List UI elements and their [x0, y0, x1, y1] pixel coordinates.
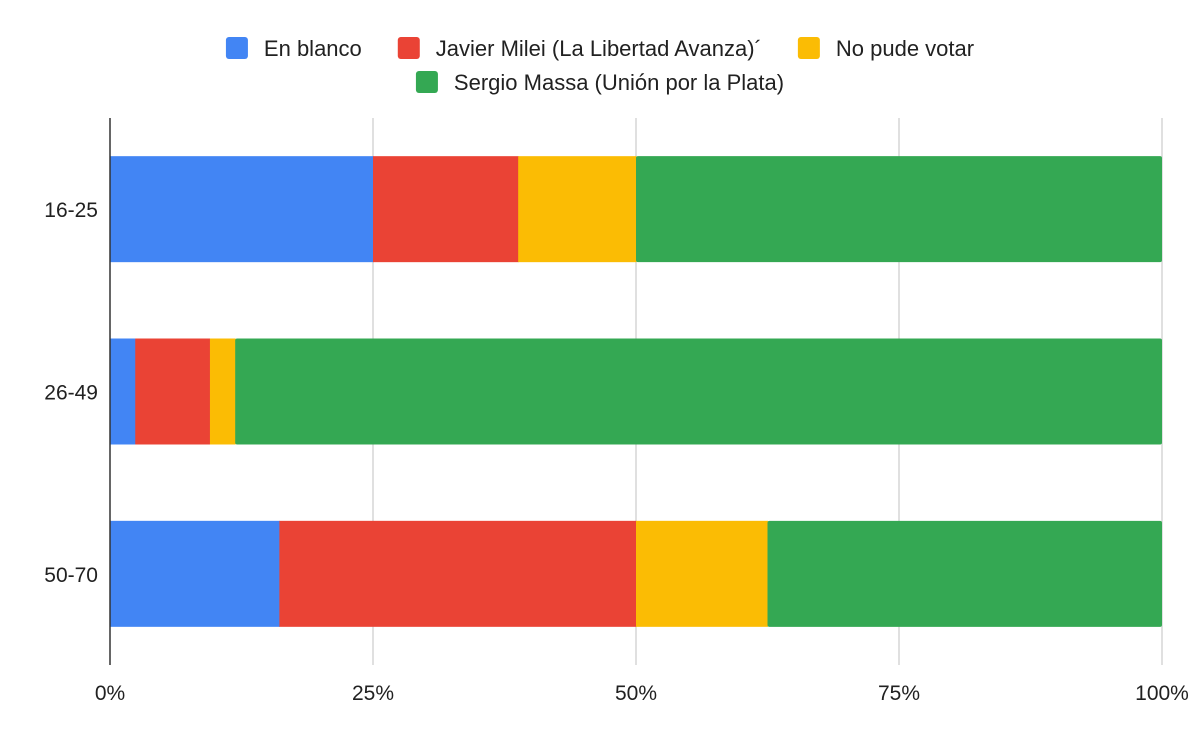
legend-label: Sergio Massa (Unión por la Plata): [454, 70, 784, 95]
bar-segment: [373, 156, 519, 263]
bar-segment: [518, 156, 637, 263]
legend-label: En blanco: [264, 36, 362, 61]
x-tick-label: 75%: [878, 682, 920, 705]
y-tick-label: 16-25: [44, 199, 98, 222]
bars: [110, 156, 1163, 627]
x-tick-labels: 0% 25% 50% 75% 100%: [95, 682, 1189, 705]
x-tick-label: 25%: [352, 682, 394, 705]
legend-swatch: [797, 37, 820, 59]
y-tick-label: 50-70: [44, 564, 98, 587]
bar-segment: [767, 520, 1162, 627]
bar-segment: [279, 520, 637, 627]
bar-segment: [209, 338, 236, 445]
legend-swatch: [415, 71, 438, 93]
x-tick-label: 100%: [1135, 682, 1189, 705]
bar-segment: [135, 338, 211, 445]
y-tick-label: 26-49: [44, 382, 98, 405]
bar-segment: [235, 338, 1163, 445]
bar-segment: [636, 520, 768, 627]
legend-label: Javier Milei (La Libertad Avanza)´: [436, 36, 762, 61]
bar-segment: [110, 520, 280, 627]
x-tick-label: 50%: [615, 682, 657, 705]
bar-segment: [110, 338, 136, 445]
bar-segment: [110, 156, 374, 263]
y-tick-labels: 16-25 26-49 50-70: [44, 199, 98, 587]
legend-swatch: [397, 37, 420, 59]
legend-swatch: [225, 37, 248, 59]
legend-label: No pude votar: [836, 36, 974, 61]
x-tick-label: 0%: [95, 682, 125, 705]
bar-segment: [636, 156, 1162, 263]
legend: En blanco Javier Milei (La Libertad Avanz…: [225, 36, 974, 95]
